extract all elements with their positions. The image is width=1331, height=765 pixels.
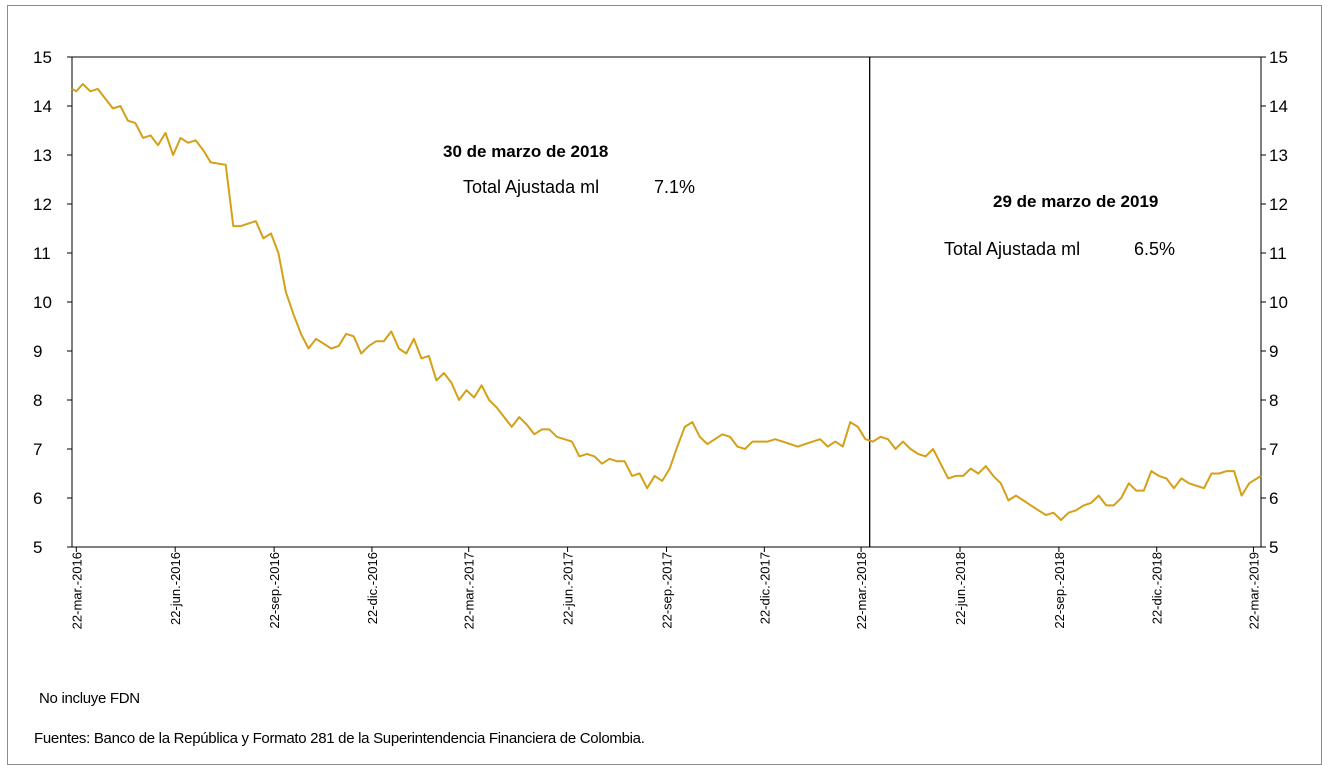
x-tick-label: 22-jun.-2017: [561, 552, 576, 625]
x-tick-label: 22-mar.-2016: [69, 552, 84, 629]
y-left-tick-label: 14: [33, 97, 52, 116]
y-left-tick-label: 11: [33, 244, 51, 263]
y-right-tick-label: 9: [1269, 342, 1278, 361]
x-tick-label: 22-dic.-2018: [1150, 552, 1165, 624]
y-right-tick-label: 10: [1269, 293, 1288, 312]
x-tick-label: 22-jun.-2016: [168, 552, 183, 625]
y-left-tick-label: 8: [33, 391, 42, 410]
x-tick-label: 22-mar.-2017: [462, 552, 477, 629]
annotation-2018: 30 de marzo de 2018 Total Ajustada ml 7.…: [443, 142, 695, 197]
x-axis: 22-mar.-2016 22-jun.-2016 22-sep.-2016 22-d…: [69, 547, 1261, 629]
series-line: [71, 83, 1262, 521]
y-left-tick-label: 15: [33, 48, 52, 67]
y-right-tick-label: 5: [1269, 538, 1278, 557]
y-right-tick-label: 6: [1269, 489, 1278, 508]
x-tick-label: 22-jun.-2018: [953, 552, 968, 625]
footnote-note: No incluye FDN: [39, 690, 140, 707]
y-right-tick-label: 7: [1269, 440, 1278, 459]
x-tick-label: 22-dic.-2017: [757, 552, 772, 624]
y-axis-right: 5 6 7 8 9 10 11 12 13 14 15: [1261, 48, 1288, 557]
y-left-tick-label: 13: [33, 146, 52, 165]
y-right-tick-label: 15: [1269, 48, 1288, 67]
footnote-sources: Fuentes: Banco de la República y Formato…: [34, 730, 645, 747]
y-axis-left: 5 6 7 8 9 10 11 12 13 14 15: [33, 48, 72, 557]
x-tick-label: 22-mar.-2018: [854, 552, 869, 629]
annotation-2019: 29 de marzo de 2019 Total Ajustada ml 6.…: [944, 192, 1175, 259]
x-tick-label: 22-sep.-2017: [660, 552, 675, 629]
annotation-2019-value: 6.5%: [1134, 239, 1175, 259]
line-chart: 5 6 7 8 9 10 11 12 13 14 15 5 6 7 8 9 10 11 12 13 14 15 22-m…: [33, 48, 1288, 629]
annotation-2019-title: 29 de marzo de 2019: [993, 192, 1158, 211]
y-left-tick-label: 5: [33, 538, 42, 557]
x-tick-label: 22-dic.-2016: [365, 552, 380, 624]
y-left-tick-label: 7: [33, 440, 42, 459]
chart-frame: 5 6 7 8 9 10 11 12 13 14 15 5 6 7 8 9 10 11 12 13 14 15 22-m…: [7, 5, 1322, 765]
x-tick-label: 22-mar.-2019: [1246, 552, 1261, 629]
x-tick-label: 22-sep.-2016: [267, 552, 282, 629]
y-right-tick-label: 8: [1269, 391, 1278, 410]
y-right-tick-label: 12: [1269, 195, 1288, 214]
y-left-tick-label: 12: [33, 195, 52, 214]
y-left-tick-label: 6: [33, 489, 42, 508]
x-tick-label: 22-sep.-2018: [1052, 552, 1067, 629]
annotation-2018-value: 7.1%: [654, 177, 695, 197]
y-left-tick-label: 10: [33, 293, 52, 312]
annotation-2019-label: Total Ajustada ml: [944, 239, 1080, 259]
y-right-tick-label: 11: [1269, 244, 1287, 263]
annotation-2018-label: Total Ajustada ml: [463, 177, 599, 197]
y-right-tick-label: 14: [1269, 97, 1288, 116]
y-right-tick-label: 13: [1269, 146, 1288, 165]
plot-area: 5 6 7 8 9 10 11 12 13 14 15 5 6 7 8 9 10 11 12 13 14 15 22-m…: [33, 48, 1288, 629]
annotation-2018-title: 30 de marzo de 2018: [443, 142, 608, 161]
y-left-tick-label: 9: [33, 342, 42, 361]
